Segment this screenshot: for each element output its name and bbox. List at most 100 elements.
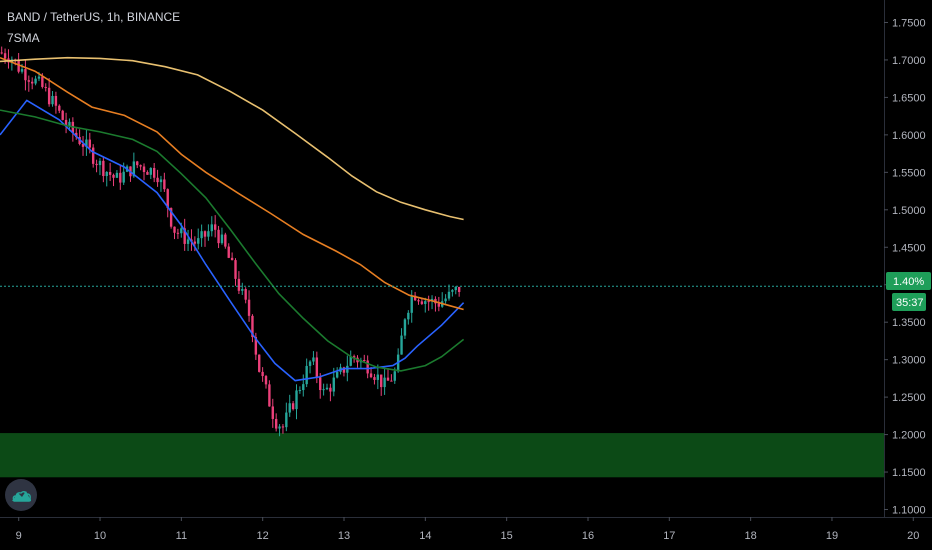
candle-body [376, 374, 380, 380]
candle-body [315, 357, 319, 378]
candle-body [102, 160, 105, 177]
support-zone [0, 433, 884, 478]
candle-body [278, 426, 281, 429]
moving-average-line [0, 56, 464, 221]
time-tick-label: 10 [94, 530, 106, 542]
candle-body [386, 377, 390, 381]
candle-body [3, 53, 7, 59]
price-tag-value: 1.40% [893, 276, 924, 288]
candle-body [251, 315, 254, 338]
candle-body [105, 171, 108, 177]
time-tick-label: 16 [582, 530, 594, 542]
price-tick-label: 1.1000 [892, 505, 926, 517]
candle-body [403, 319, 407, 336]
candle-body [447, 291, 451, 299]
price-axis[interactable]: 1.7500 1.7000 1.6500 1.6000 1.5500 1.5000 1.45… [884, 17, 926, 517]
candle-body [312, 357, 315, 362]
candle-body [85, 139, 88, 147]
candle-body [454, 286, 457, 291]
candle-body [258, 354, 261, 372]
candle-body [34, 78, 37, 84]
candle-body [271, 406, 274, 419]
candle-body [163, 179, 166, 190]
price-tick-label: 1.7000 [892, 55, 926, 67]
candle-body [363, 359, 366, 361]
candle-body [400, 335, 403, 355]
candle-body [227, 246, 230, 258]
price-tag-countdown: 35:37 [896, 297, 924, 309]
candle-body [407, 312, 410, 320]
cloud-icon [12, 491, 32, 502]
candle-body [373, 377, 376, 380]
time-tick-label: 14 [419, 530, 431, 542]
moving-average-lines [0, 56, 465, 382]
candle-body [274, 418, 278, 429]
candle-body [352, 356, 356, 358]
candle-body [295, 390, 298, 410]
candle-body [58, 105, 61, 111]
time-tick-label: 19 [826, 530, 838, 542]
candle-body [91, 147, 95, 164]
candle-body [302, 384, 305, 391]
candle-body [200, 231, 203, 239]
price-tag: 1.40% 35:37 [886, 272, 931, 311]
price-tag-value-box [886, 272, 931, 290]
candle-body [95, 163, 98, 166]
candle-body [180, 228, 183, 234]
candle-body [288, 403, 291, 413]
candle-body [325, 387, 329, 390]
candle-body [234, 260, 237, 279]
candle-body [122, 171, 125, 183]
candle-body [308, 361, 312, 366]
candle-body [152, 168, 156, 178]
candle-body [393, 371, 396, 381]
moving-average-line [0, 99, 465, 382]
candle-body [149, 168, 152, 175]
moving-average-line [0, 109, 465, 372]
candle-body [75, 132, 78, 138]
indicator-label[interactable]: 7SMA [7, 31, 40, 45]
candle-body [237, 278, 241, 291]
price-tick-label: 1.5000 [892, 205, 926, 217]
candle-body [24, 69, 27, 81]
candle-body [115, 172, 119, 178]
candle-body [437, 303, 441, 307]
candle-body [247, 299, 251, 316]
candle-body [203, 231, 207, 237]
candle-body [68, 121, 71, 127]
candle-body [166, 189, 169, 209]
candle-body [451, 290, 454, 292]
time-tick-label: 18 [745, 530, 757, 542]
candle-body [136, 161, 139, 166]
candle-body [444, 298, 447, 302]
time-tick-label: 9 [16, 530, 22, 542]
candle-body [41, 76, 44, 87]
candle-body [210, 224, 213, 232]
candle-body [108, 171, 112, 175]
candle-body [119, 172, 122, 183]
time-tick-label: 17 [663, 530, 675, 542]
candle-body [30, 81, 34, 84]
candle-body [173, 226, 176, 233]
candle-body [413, 295, 417, 301]
logo-button[interactable] [5, 479, 37, 511]
candle-body [20, 69, 24, 72]
candle-body [217, 229, 220, 244]
candle-body [342, 367, 346, 373]
candle-body [213, 224, 217, 230]
candle-body [420, 301, 424, 304]
candle-body [380, 374, 383, 388]
candle-body [457, 286, 461, 293]
candle-body [197, 238, 200, 244]
candle-body [47, 87, 51, 105]
candle-body [27, 80, 31, 82]
price-tick-label: 1.2500 [892, 392, 926, 404]
candle-body [132, 161, 136, 177]
candle-body [176, 232, 180, 234]
candle-body [427, 301, 430, 303]
time-axis[interactable]: 9 10 11 12 13 14 15 16 17 18 19 20 [16, 517, 920, 542]
candle-body [349, 356, 352, 366]
symbol-title[interactable]: BAND / TetherUS, 1h, BINANCE [7, 10, 181, 24]
